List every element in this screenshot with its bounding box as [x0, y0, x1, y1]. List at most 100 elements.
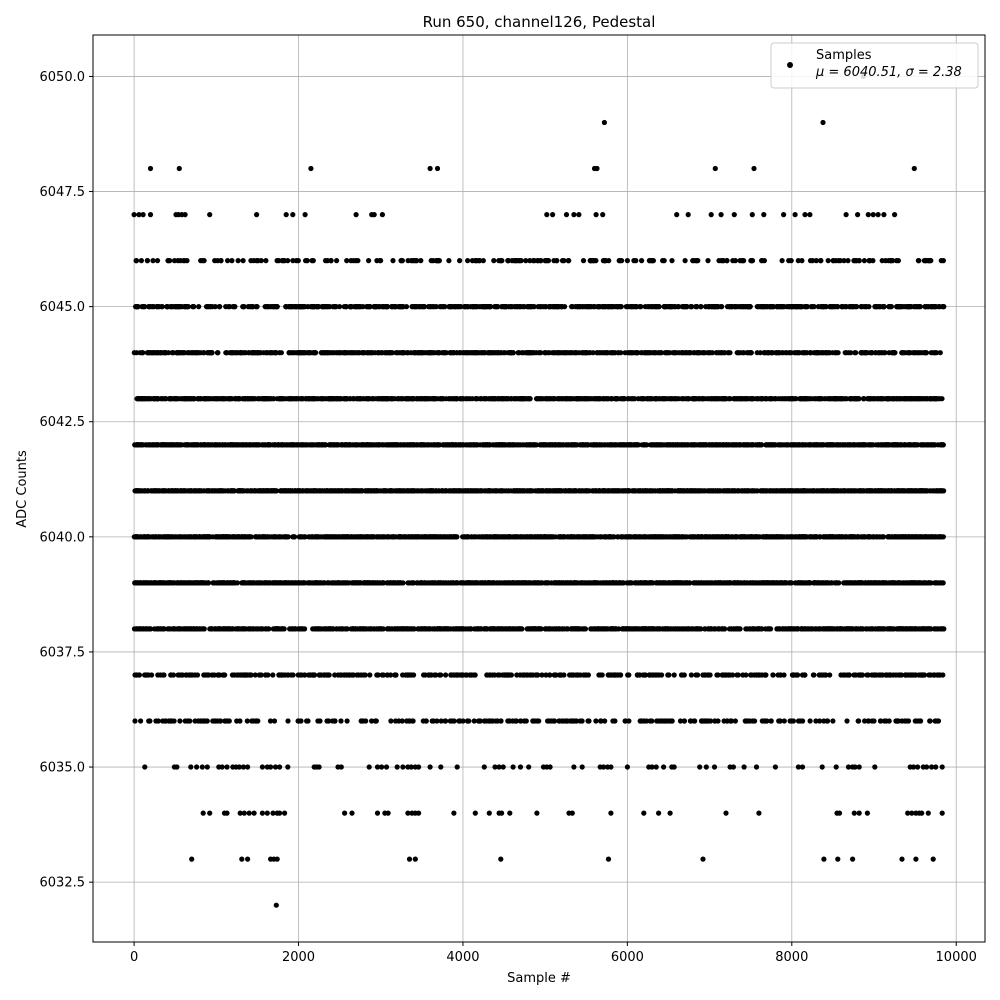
sample-point — [282, 810, 288, 816]
sample-point — [776, 718, 782, 724]
sample-point — [248, 626, 254, 632]
sample-point — [306, 580, 312, 586]
sample-point — [608, 764, 614, 770]
sample-point — [761, 580, 767, 586]
sample-point — [550, 534, 556, 540]
sample-point — [235, 534, 241, 540]
sample-point — [226, 626, 232, 632]
sample-point — [532, 534, 538, 540]
sample-point — [879, 672, 886, 678]
sample-point — [865, 672, 871, 678]
sample-point — [910, 764, 917, 770]
sample-point — [492, 764, 498, 770]
sample-point — [474, 626, 481, 632]
sample-point — [259, 810, 265, 816]
sample-point — [419, 626, 425, 632]
sample-point — [818, 672, 824, 678]
sample-point — [806, 626, 812, 632]
sample-point — [187, 718, 193, 724]
sample-point — [433, 672, 439, 678]
sample-point — [336, 626, 342, 632]
sample-point — [517, 764, 524, 770]
sample-point — [401, 626, 407, 632]
sample-point — [846, 580, 852, 586]
sample-point — [427, 764, 433, 770]
sample-point — [835, 856, 841, 862]
sample-point — [480, 580, 486, 586]
sample-point — [361, 580, 367, 586]
sample-point — [246, 810, 252, 816]
sample-point — [935, 626, 941, 632]
sample-point — [820, 580, 826, 586]
sample-point — [610, 580, 616, 586]
sample-point — [299, 672, 305, 678]
sample-point — [820, 534, 827, 540]
sample-point — [649, 764, 655, 770]
sample-point — [609, 626, 615, 632]
sample-point — [481, 718, 487, 724]
sample-point — [920, 580, 927, 586]
sample-point — [711, 764, 718, 770]
sample-point — [498, 718, 504, 724]
sample-point — [526, 764, 532, 770]
sample-point — [639, 626, 645, 632]
sample-point — [237, 718, 243, 724]
sample-point — [741, 764, 747, 770]
sample-point — [507, 810, 513, 816]
sample-point — [454, 672, 460, 678]
sample-point — [276, 672, 282, 678]
sample-point — [794, 626, 800, 632]
sample-point — [430, 580, 436, 586]
sample-point — [711, 534, 717, 540]
sample-point — [731, 534, 737, 540]
sample-point — [571, 580, 577, 586]
sample-point — [918, 718, 924, 724]
sample-point — [754, 626, 760, 632]
sample-point — [625, 534, 631, 540]
sample-point — [671, 764, 677, 770]
sample-point — [240, 764, 246, 770]
sample-point — [498, 856, 504, 862]
sample-point — [142, 764, 148, 770]
sample-point — [377, 626, 383, 632]
sample-point — [571, 764, 577, 770]
sample-point — [379, 764, 385, 770]
sample-point — [866, 580, 872, 586]
sample-point — [195, 718, 201, 724]
sample-point — [887, 672, 894, 678]
sample-point — [848, 626, 854, 632]
sample-point — [494, 580, 500, 586]
sample-point — [272, 534, 278, 540]
sample-point — [322, 534, 328, 540]
sample-point — [750, 718, 756, 724]
sample-point — [555, 580, 561, 586]
sample-point — [788, 580, 794, 586]
sample-point — [703, 534, 709, 540]
sample-point — [434, 718, 440, 724]
sample-point — [929, 764, 935, 770]
sample-point — [823, 626, 829, 632]
sample-point — [137, 626, 143, 632]
sample-point — [723, 810, 729, 816]
sample-point — [756, 810, 762, 816]
sample-point — [772, 764, 779, 770]
sample-point — [244, 718, 250, 724]
sample-point — [905, 810, 911, 816]
sample-point — [898, 672, 905, 678]
sample-point — [458, 580, 464, 586]
sample-point — [752, 672, 758, 678]
sample-point — [144, 672, 150, 678]
sample-point — [487, 580, 493, 586]
sample-point — [418, 580, 424, 586]
sample-point — [285, 718, 291, 724]
sample-point — [606, 672, 612, 678]
sample-point — [336, 534, 342, 540]
sample-point — [383, 764, 390, 770]
sample-point — [231, 672, 238, 678]
sample-point — [845, 764, 852, 770]
sample-point — [724, 718, 730, 724]
sample-point — [160, 672, 166, 678]
sample-point — [823, 672, 829, 678]
sample-point — [556, 534, 562, 540]
